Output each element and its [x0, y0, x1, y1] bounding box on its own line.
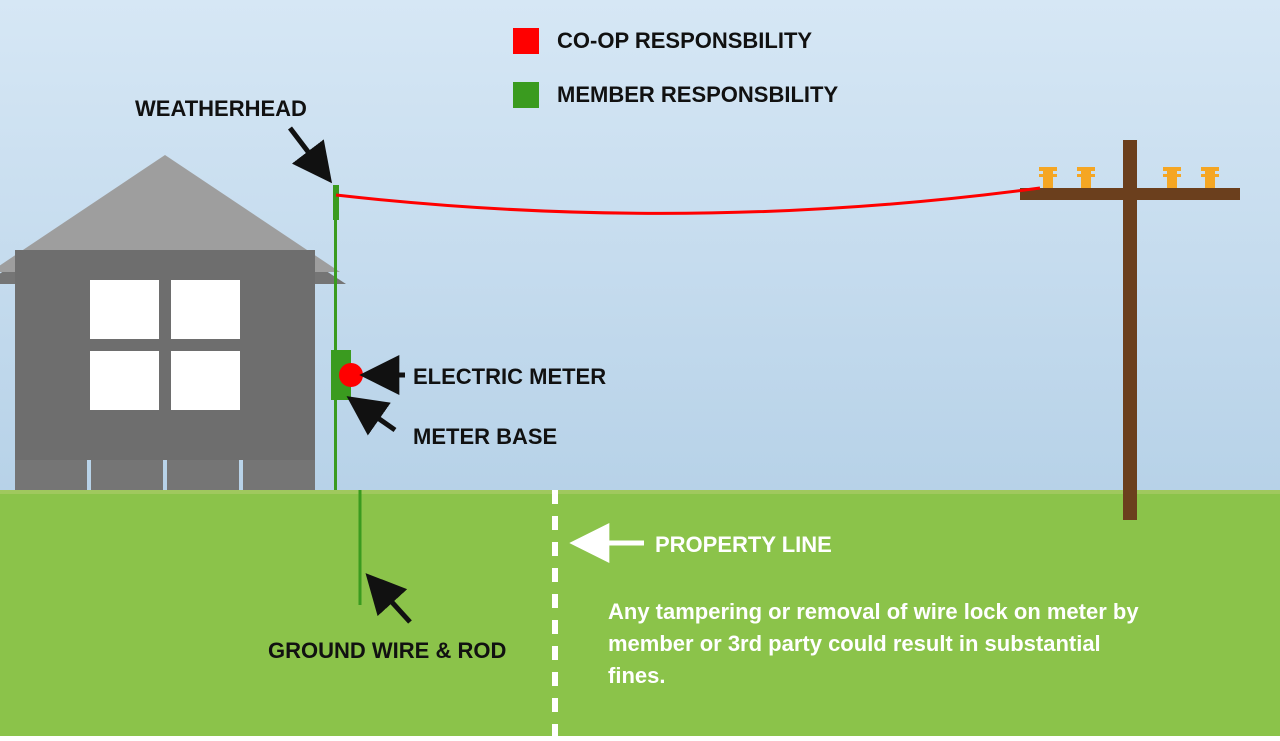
- weatherhead: [333, 185, 339, 220]
- pole-insulator-cap: [1201, 167, 1219, 171]
- label-weatherhead: WEATHERHEAD: [135, 96, 307, 122]
- electric-meter: [339, 363, 363, 387]
- legend-label: MEMBER RESPONSBILITY: [557, 82, 838, 108]
- pole-insulator-cap: [1077, 167, 1095, 171]
- house-foundation-block: [167, 460, 239, 490]
- label-meter-base: METER BASE: [413, 424, 557, 450]
- legend-item: CO-OP RESPONSBILITY: [513, 28, 812, 54]
- pole-insulator-cap: [1039, 167, 1057, 171]
- pole-insulator-ring: [1201, 174, 1219, 177]
- tampering-warning-note: Any tampering or removal of wire lock on…: [608, 596, 1148, 692]
- window-mullion-h: [90, 339, 240, 351]
- pole-insulator-ring: [1039, 174, 1057, 177]
- ground-wire: [359, 490, 362, 605]
- label-property-line: PROPERTY LINE: [655, 532, 832, 558]
- house-foundation-block: [15, 460, 87, 490]
- house-foundation-block: [91, 460, 163, 490]
- legend-swatch: [513, 28, 539, 54]
- pole-insulator: [1167, 170, 1177, 188]
- pole-insulator-ring: [1077, 174, 1095, 177]
- house-foundation-block: [243, 460, 315, 490]
- pole-insulator: [1043, 170, 1053, 188]
- legend-label: CO-OP RESPONSBILITY: [557, 28, 812, 54]
- label-electric-meter: ELECTRIC METER: [413, 364, 606, 390]
- legend-item: MEMBER RESPONSBILITY: [513, 82, 838, 108]
- legend-swatch: [513, 82, 539, 108]
- pole-insulator: [1081, 170, 1091, 188]
- pole-insulator: [1205, 170, 1215, 188]
- pole-insulator-cap: [1163, 167, 1181, 171]
- pole-crossarm: [1020, 188, 1240, 200]
- ground-edge: [0, 490, 1280, 494]
- label-ground-wire-rod: GROUND WIRE & ROD: [268, 638, 506, 664]
- pole-insulator-ring: [1163, 174, 1181, 177]
